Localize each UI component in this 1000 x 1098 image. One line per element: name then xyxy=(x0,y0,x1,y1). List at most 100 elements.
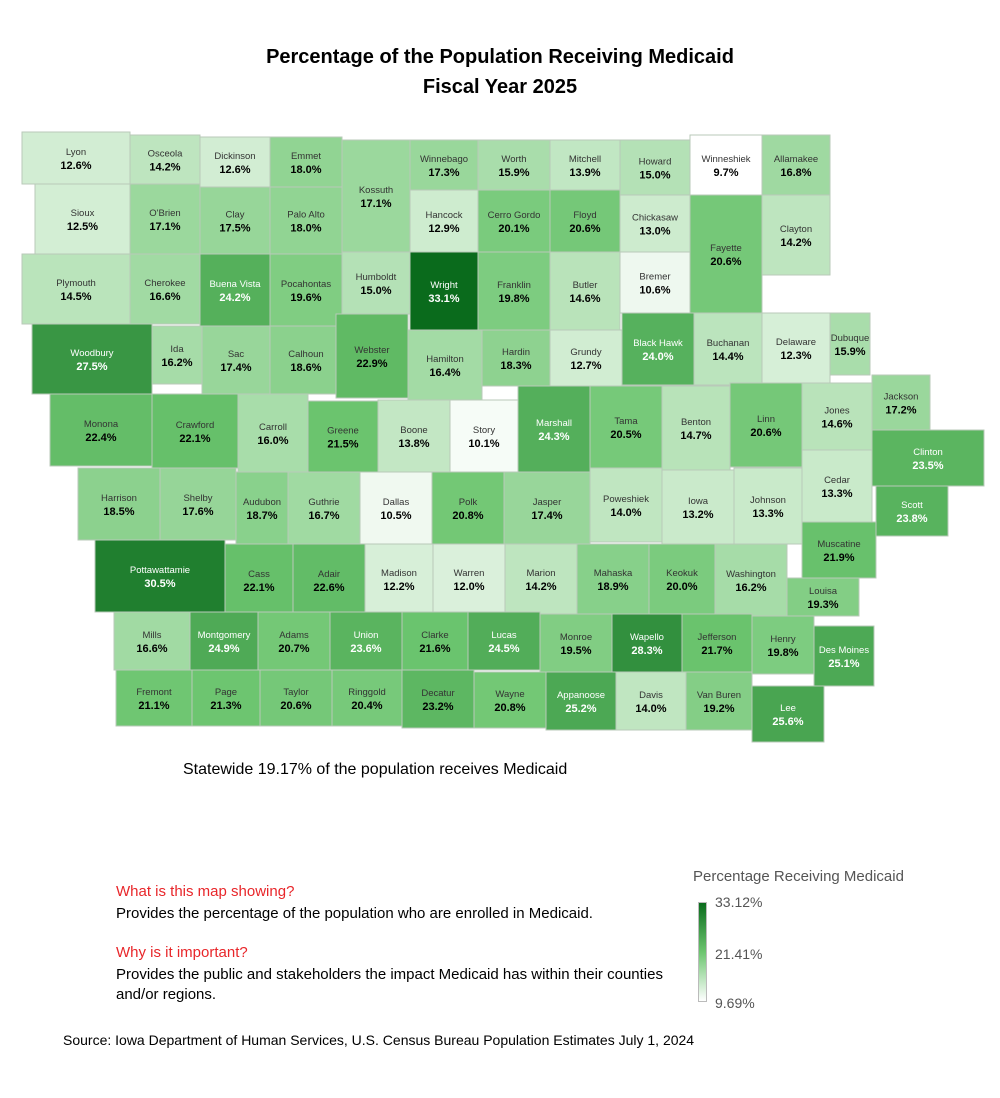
county-value-label: 20.6% xyxy=(750,427,781,439)
county-jackson: Jackson 17.2% xyxy=(871,374,931,431)
county-name-label: Monroe xyxy=(560,632,592,643)
county-name-label: Buchanan xyxy=(707,338,750,349)
county-shape xyxy=(549,139,621,191)
county-name-label: Woodbury xyxy=(70,348,113,359)
county-des-moines: Des Moines 25.1% xyxy=(813,625,875,687)
county-shape xyxy=(689,194,763,314)
county-name-label: Harrison xyxy=(101,493,137,504)
county-cherokee: Cherokee 16.6% xyxy=(129,253,201,325)
county-value-label: 17.1% xyxy=(360,198,391,210)
county-name-label: Dubuque xyxy=(831,333,870,344)
county-henry: Henry 19.8% xyxy=(751,615,815,675)
county-value-label: 12.2% xyxy=(383,581,414,593)
question-why: Why is it important? xyxy=(116,944,248,961)
county-shape xyxy=(269,186,343,255)
county-value-label: 19.8% xyxy=(767,647,798,659)
county-palo-alto: Palo Alto 18.0% xyxy=(269,186,343,255)
county-name-label: Jones xyxy=(824,406,850,417)
county-shape xyxy=(115,669,193,727)
county-warren: Warren 12.0% xyxy=(432,543,506,615)
county-value-label: 19.6% xyxy=(290,292,321,304)
county-buchanan: Buchanan 14.4% xyxy=(693,312,763,386)
county-value-label: 12.3% xyxy=(780,350,811,362)
county-clinton: Clinton 23.5% xyxy=(871,429,985,487)
county-muscatine: Muscatine 21.9% xyxy=(801,521,877,579)
county-clarke: Clarke 21.6% xyxy=(401,611,469,671)
county-pocahontas: Pocahontas 19.6% xyxy=(269,253,343,327)
county-value-label: 17.3% xyxy=(428,167,459,179)
county-value-label: 18.0% xyxy=(290,164,321,176)
county-clay: Clay 17.5% xyxy=(199,186,271,255)
county-shape xyxy=(31,323,153,395)
county-value-label: 20.6% xyxy=(569,223,600,235)
county-name-label: Van Buren xyxy=(697,690,741,701)
county-value-label: 20.4% xyxy=(351,700,382,712)
county-louisa: Louisa 19.3% xyxy=(786,577,860,617)
county-harrison: Harrison 18.5% xyxy=(77,467,161,541)
county-shape xyxy=(761,194,831,276)
county-name-label: Humboldt xyxy=(356,272,397,283)
county-shape xyxy=(201,325,271,395)
county-shape xyxy=(693,312,763,386)
county-name-label: Scott xyxy=(901,500,923,511)
county-value-label: 23.2% xyxy=(422,701,453,713)
county-value-label: 13.9% xyxy=(569,167,600,179)
county-benton: Benton 14.7% xyxy=(661,385,731,471)
county-name-label: Polk xyxy=(459,497,478,508)
county-name-label: Palo Alto xyxy=(287,210,325,221)
county-shape xyxy=(589,385,663,469)
county-name-label: Decatur xyxy=(421,688,454,699)
county-shape xyxy=(871,429,985,487)
county-name-label: Shelby xyxy=(183,493,212,504)
county-value-label: 13.0% xyxy=(639,226,670,238)
county-name-label: Butler xyxy=(573,280,598,291)
county-value-label: 13.3% xyxy=(752,508,783,520)
county-name-label: Taylor xyxy=(283,687,308,698)
county-value-label: 10.1% xyxy=(468,438,499,450)
county-name-label: Story xyxy=(473,425,495,436)
county-sioux: Sioux 12.5% xyxy=(34,183,131,255)
county-name-label: Plymouth xyxy=(56,278,96,289)
county-clayton: Clayton 14.2% xyxy=(761,194,831,276)
county-value-label: 16.8% xyxy=(780,167,811,179)
county-van-buren: Van Buren 19.2% xyxy=(685,671,753,731)
county-value-label: 19.8% xyxy=(498,293,529,305)
answer-why: Provides the public and stakeholders the… xyxy=(116,966,663,1003)
county-scott: Scott 23.8% xyxy=(875,485,949,537)
county-value-label: 17.4% xyxy=(531,510,562,522)
iowa-county-map: Lyon 12.6% Osceola 14.2% Dickinson 12.6% Emmet… xyxy=(21,131,985,743)
county-name-label: Poweshiek xyxy=(603,494,649,505)
county-floyd: Floyd 20.6% xyxy=(549,189,621,253)
county-value-label: 12.9% xyxy=(428,223,459,235)
county-johnson: Johnson 13.3% xyxy=(733,467,803,545)
county-value-label: 10.6% xyxy=(639,285,670,297)
county-dallas: Dallas 10.5% xyxy=(359,471,433,545)
county-shape xyxy=(77,467,161,541)
county-shape xyxy=(619,139,691,196)
county-value-label: 20.8% xyxy=(494,702,525,714)
county-shape xyxy=(473,671,547,729)
county-value-label: 21.5% xyxy=(327,439,358,451)
county-value-label: 22.1% xyxy=(243,582,274,594)
county-hardin: Hardin 18.3% xyxy=(481,329,551,387)
county-shape xyxy=(549,329,623,387)
county-name-label: Muscatine xyxy=(817,539,860,550)
county-shape xyxy=(377,399,451,473)
county-woodbury: Woodbury 27.5% xyxy=(31,323,153,395)
county-monroe: Monroe 19.5% xyxy=(539,613,613,673)
county-value-label: 23.8% xyxy=(896,513,927,525)
county-value-label: 18.9% xyxy=(597,581,628,593)
county-adams: Adams 20.7% xyxy=(257,611,331,671)
county-shape xyxy=(129,253,201,325)
county-name-label: Des Moines xyxy=(819,645,869,656)
county-pottawattamie: Pottawattamie 30.5% xyxy=(94,539,226,613)
county-union: Union 23.6% xyxy=(329,611,403,671)
county-shape xyxy=(689,134,763,196)
county-value-label: 16.2% xyxy=(161,357,192,369)
county-value-label: 14.6% xyxy=(821,419,852,431)
county-marion: Marion 14.2% xyxy=(504,543,578,615)
county-shape xyxy=(801,449,873,523)
county-shape xyxy=(751,685,825,743)
county-value-label: 24.5% xyxy=(488,643,519,655)
legend-title: Percentage Receiving Medicaid xyxy=(693,868,904,885)
